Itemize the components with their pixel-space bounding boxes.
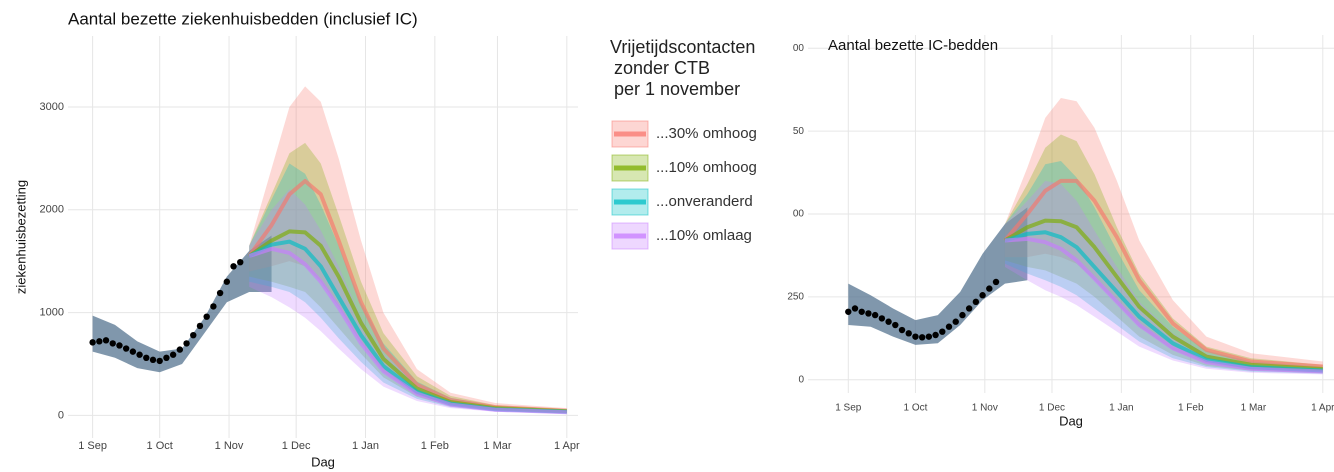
- x-tick-label: 1 Jan: [1109, 403, 1133, 414]
- observed-point: [865, 310, 872, 317]
- legend-title: zonder CTB: [614, 58, 710, 78]
- observed-point: [851, 305, 859, 312]
- scenario-band: [1004, 97, 1323, 373]
- observed-point: [163, 354, 170, 362]
- observed-point: [149, 356, 157, 364]
- y-tick-label: 2000: [40, 204, 64, 216]
- y-tick-label: 1000: [40, 306, 64, 318]
- observed-point: [102, 337, 110, 344]
- x-tick-label: 1 Oct: [903, 403, 927, 414]
- observed-point: [871, 311, 879, 319]
- x-tick-label: 1 Sep: [78, 440, 107, 452]
- legend-title: per 1 november: [614, 79, 740, 99]
- observed-point: [858, 308, 865, 315]
- panel: [68, 36, 578, 438]
- scenario-line: [1003, 178, 1323, 369]
- observed-point: [136, 351, 143, 358]
- scenario-band: [249, 86, 567, 413]
- x-tick-label: 1 Mar: [1241, 403, 1267, 414]
- observed-point: [210, 303, 217, 310]
- observed-point: [925, 333, 933, 340]
- observed-point: [223, 278, 231, 285]
- observed-point: [129, 348, 137, 355]
- observed-point: [945, 323, 953, 330]
- observed-point: [216, 289, 224, 297]
- y-axis-title: ziekenhuisbezetting: [13, 180, 28, 294]
- y-tick-label: 3000: [40, 101, 64, 113]
- x-tick-label: 1 Feb: [1178, 403, 1204, 414]
- observed-point: [96, 338, 103, 345]
- observed-point: [183, 340, 190, 347]
- x-axis-title: Dag: [1059, 413, 1083, 428]
- scenario-line: [1003, 218, 1323, 372]
- observed-point: [109, 340, 116, 347]
- observed-point: [986, 285, 993, 292]
- legend-title: Vrijetijdscontacten: [610, 37, 755, 57]
- scenario-band: [249, 163, 567, 414]
- y-tick-label: 0: [798, 374, 804, 385]
- observed-point: [878, 315, 886, 322]
- legend-label: ...30% omhoog: [656, 125, 757, 142]
- observed-point: [892, 321, 899, 329]
- observed-point: [992, 278, 1000, 286]
- x-tick-label: 1 Sep: [835, 403, 862, 414]
- observed-point: [912, 333, 919, 340]
- observed-point: [156, 357, 163, 365]
- chart-title: Aantal bezette ziekenhuisbedden (inclusi…: [68, 9, 418, 28]
- x-tick-label: 1 Mar: [483, 440, 511, 452]
- scenario-band: [1004, 134, 1323, 374]
- scenario-line: [1004, 230, 1323, 373]
- observed-point: [905, 330, 912, 337]
- y-tick-label: 50: [793, 126, 805, 137]
- x-tick-label: 1 Nov: [972, 403, 998, 414]
- scenario-band: [1004, 160, 1323, 374]
- observed-point: [952, 318, 959, 325]
- scenario-line: [1004, 236, 1323, 374]
- observed-point: [885, 318, 892, 325]
- y-tick-label: 0: [58, 409, 64, 421]
- observed-point: [203, 313, 210, 320]
- legend-label: ...10% omlaag: [656, 227, 752, 244]
- scenario-line: [248, 246, 567, 415]
- observed-point: [196, 322, 204, 330]
- x-tick-label: 1 Apr: [554, 440, 580, 452]
- plot-area: [845, 97, 1323, 375]
- observed-point: [176, 346, 184, 353]
- x-tick-label: 1 Feb: [421, 440, 449, 452]
- x-axis-title: Dag: [311, 454, 335, 469]
- observed-point: [965, 305, 973, 312]
- observed-point: [169, 351, 177, 358]
- observed-point: [898, 326, 906, 334]
- x-tick-label: 1 Jan: [352, 440, 379, 452]
- legend-label: ...10% omhoog: [656, 159, 757, 176]
- observed-point: [845, 308, 852, 315]
- chart-title: Aantal bezette IC-bedden: [828, 37, 998, 54]
- x-tick-label: 1 Apr: [1311, 403, 1334, 414]
- observed-point: [972, 298, 980, 306]
- observed-point: [143, 354, 150, 362]
- y-tick-label: 00: [793, 209, 805, 220]
- base-band: [848, 207, 1028, 345]
- y-tick-label: 250: [787, 292, 804, 303]
- observed-point: [959, 311, 966, 319]
- observed-point: [939, 328, 946, 335]
- observed-point: [918, 334, 926, 341]
- scenario-band: [1004, 180, 1323, 375]
- observed-point: [89, 339, 96, 346]
- y-tick-label: 00: [793, 43, 805, 54]
- observed-point: [979, 292, 986, 299]
- observed-point: [116, 342, 123, 349]
- observed-point: [230, 263, 237, 270]
- plot-area: [89, 86, 567, 415]
- observed-point: [190, 331, 197, 339]
- x-tick-label: 1 Dec: [1039, 403, 1065, 414]
- x-tick-label: 1 Nov: [215, 440, 244, 452]
- observed-point: [237, 258, 244, 266]
- x-tick-label: 1 Dec: [282, 440, 311, 452]
- observed-point: [932, 331, 939, 339]
- legend-label: ...onveranderd: [656, 193, 753, 210]
- x-tick-label: 1 Oct: [147, 440, 173, 452]
- observed-point: [122, 345, 130, 352]
